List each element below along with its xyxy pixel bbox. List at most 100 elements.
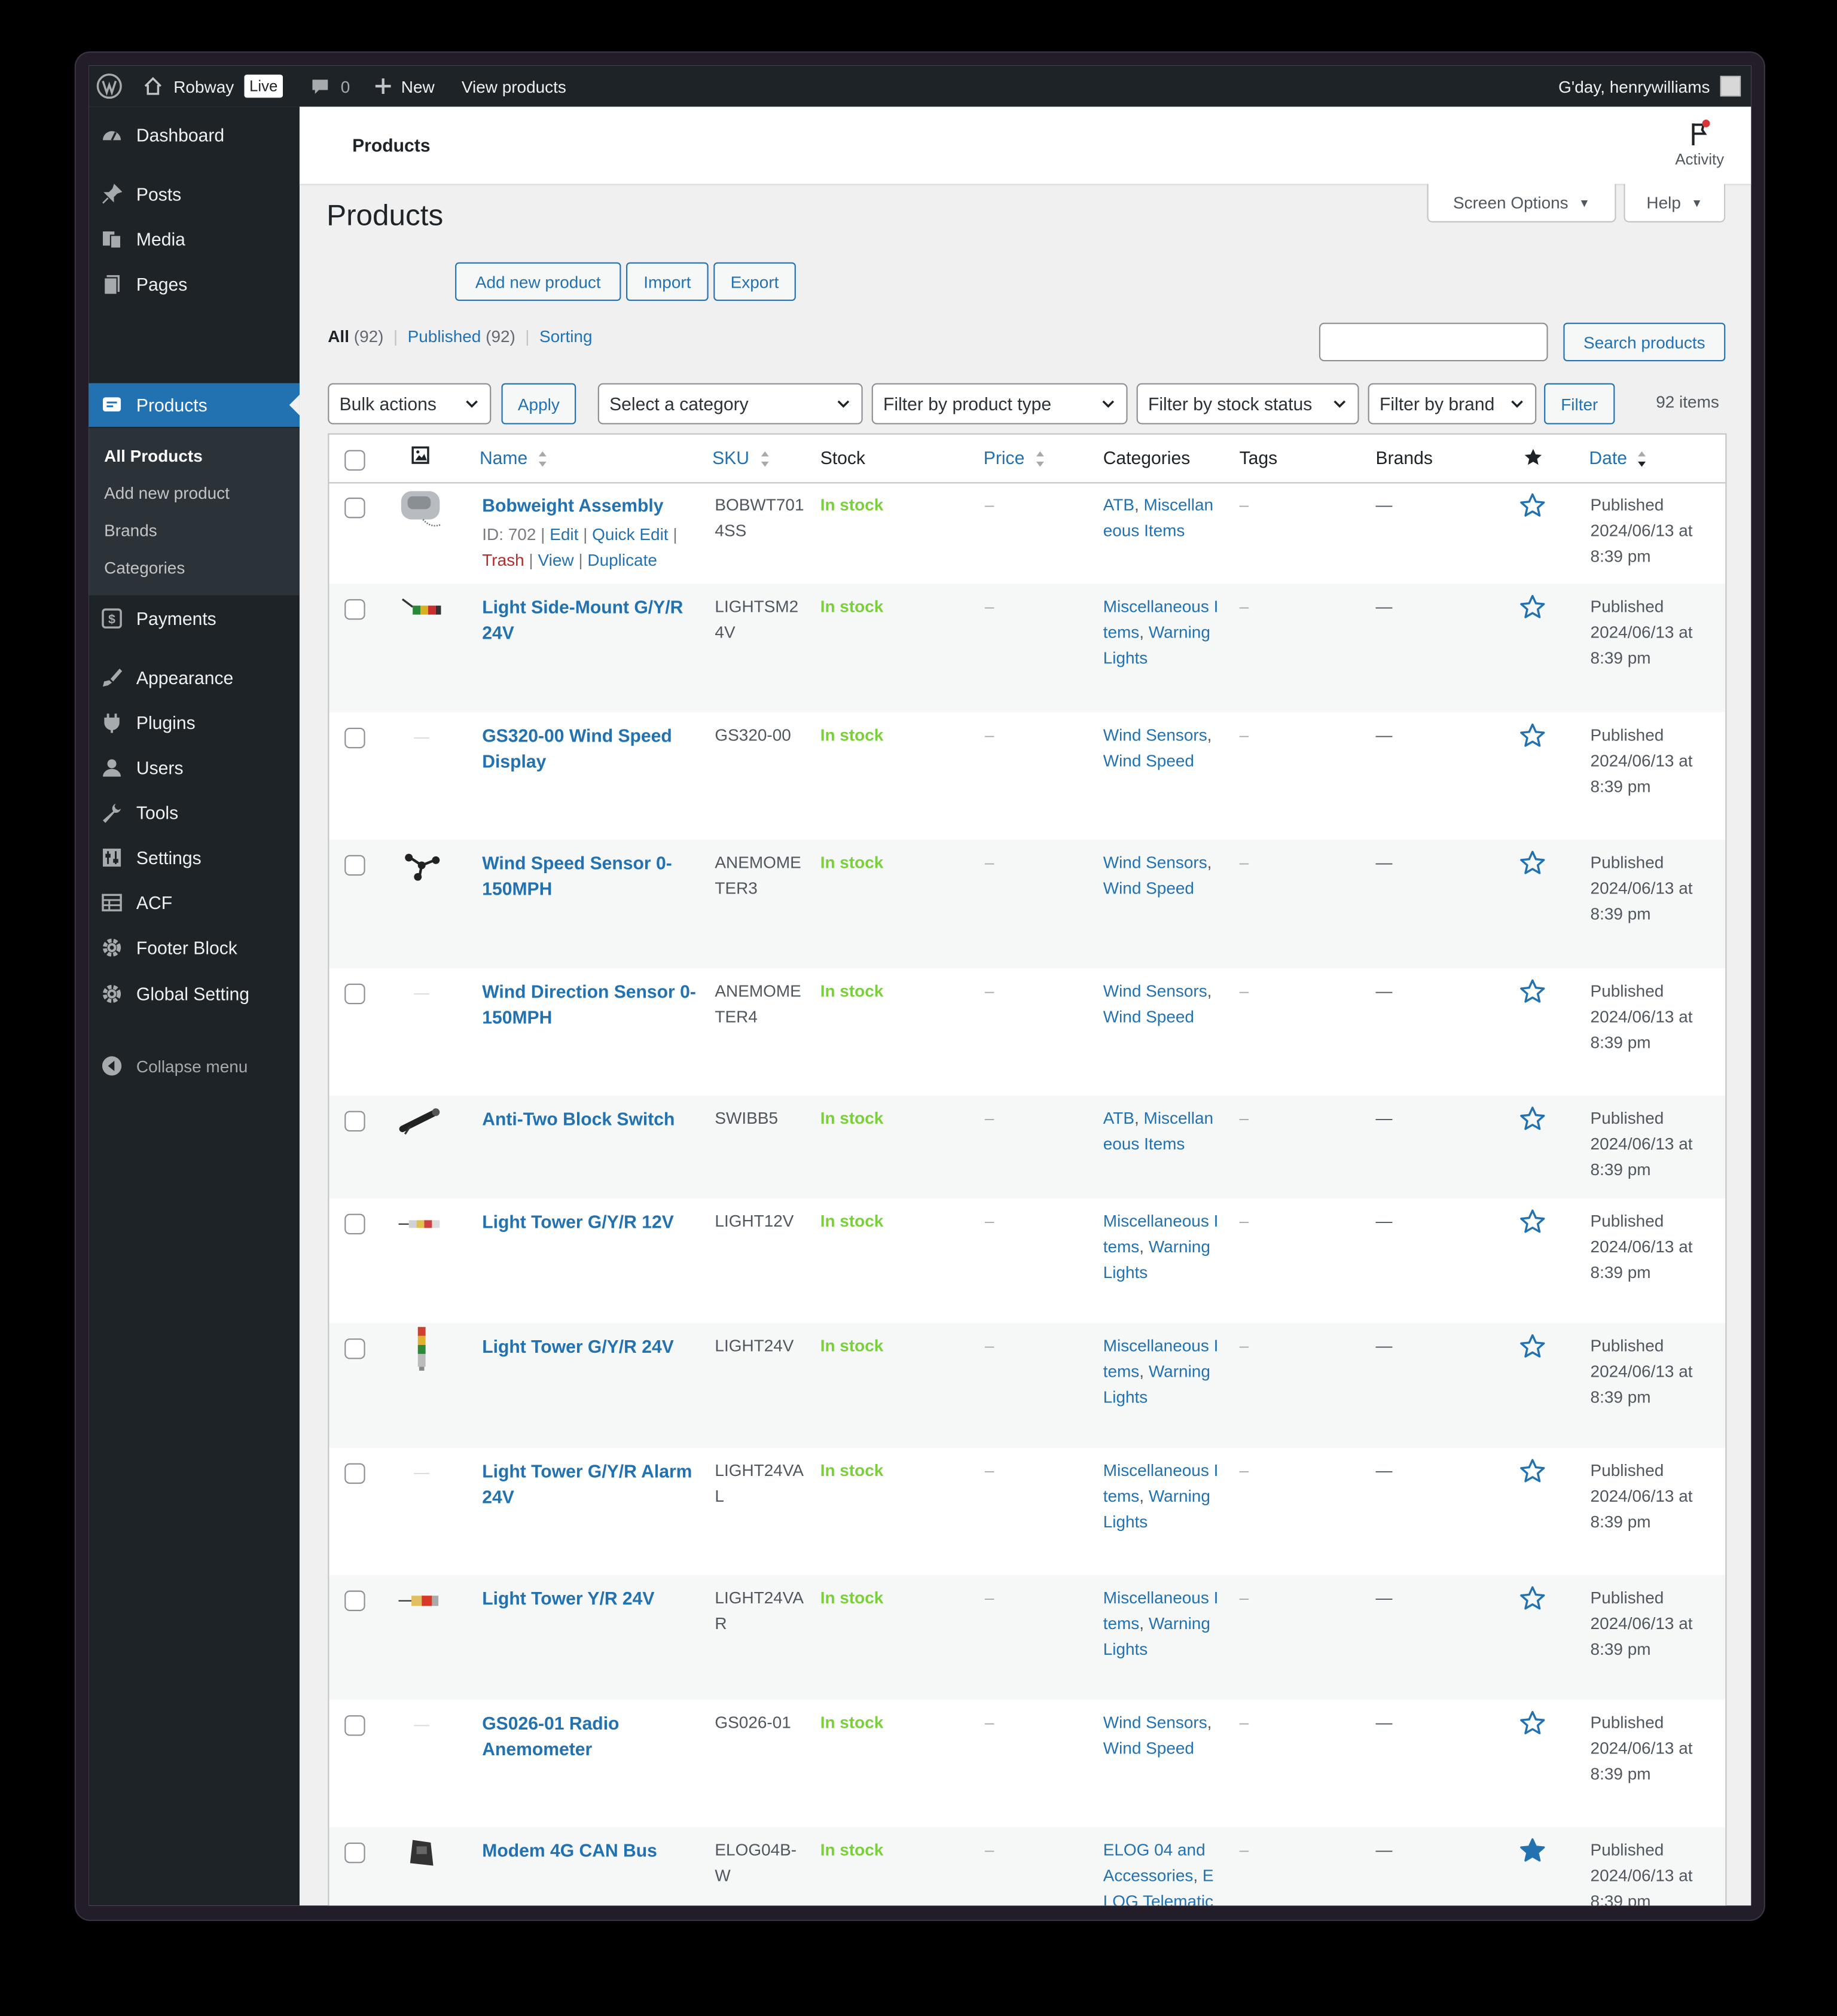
- category-link[interactable]: Warning Lights: [1103, 1486, 1210, 1532]
- product-name-link[interactable]: Light Tower Y/R 24V: [482, 1588, 655, 1609]
- category-link[interactable]: Wind Speed: [1103, 1738, 1194, 1758]
- sidebar-item-plugins[interactable]: Plugins: [89, 701, 300, 745]
- category-link[interactable]: Miscellaneous Items: [1103, 1335, 1219, 1381]
- row-checkbox[interactable]: [344, 1590, 365, 1611]
- column-sku[interactable]: SKU: [712, 447, 770, 468]
- category-link[interactable]: ATB: [1103, 495, 1135, 515]
- stock-status-filter-select[interactable]: Filter by stock status: [1136, 383, 1359, 425]
- row-checkbox[interactable]: [344, 1715, 365, 1736]
- user-account-menu[interactable]: G'day, henrywilliams: [1558, 66, 1741, 107]
- category-link[interactable]: Wind Sensors: [1103, 725, 1207, 745]
- trash-link[interactable]: Trash: [482, 550, 524, 570]
- category-link[interactable]: Miscellaneous Items: [1103, 1460, 1219, 1506]
- product-name-link[interactable]: Light Tower G/Y/R 24V: [482, 1335, 674, 1357]
- featured-star-icon[interactable]: [1519, 1710, 1545, 1736]
- select-all-checkbox[interactable]: [344, 450, 365, 471]
- submenu-all-products[interactable]: All Products: [104, 446, 203, 466]
- sidebar-item-pages[interactable]: Pages: [89, 263, 300, 306]
- wordpress-logo-icon[interactable]: [96, 66, 122, 107]
- collapse-menu-button[interactable]: Collapse menu: [89, 1044, 300, 1088]
- sidebar-item-footer-block[interactable]: Footer Block: [89, 926, 300, 969]
- view-all[interactable]: All: [328, 327, 349, 346]
- view-link[interactable]: View: [538, 550, 574, 570]
- product-thumbnail[interactable]: [396, 1096, 447, 1147]
- sidebar-item-users[interactable]: Users: [89, 746, 300, 789]
- product-name-link[interactable]: Modem 4G CAN Bus: [482, 1840, 657, 1861]
- featured-star-icon[interactable]: [1519, 1334, 1545, 1359]
- add-new-product-button[interactable]: Add new product: [455, 262, 621, 301]
- product-name-link[interactable]: Wind Speed Sensor 0-150MPH: [482, 852, 672, 899]
- activity-button[interactable]: Activity: [1669, 119, 1731, 169]
- category-link[interactable]: Wind Speed: [1103, 751, 1194, 770]
- product-thumbnail[interactable]: [396, 1575, 447, 1627]
- search-products-button[interactable]: Search products: [1563, 322, 1726, 362]
- filter-button[interactable]: Filter: [1544, 383, 1615, 425]
- category-link[interactable]: Wind Speed: [1103, 878, 1194, 898]
- sidebar-item-media[interactable]: Media: [89, 217, 300, 261]
- category-filter-select[interactable]: Select a category: [597, 383, 863, 425]
- featured-star-icon[interactable]: [1519, 1106, 1545, 1131]
- category-link[interactable]: Warning Lights: [1103, 622, 1210, 667]
- featured-star-icon[interactable]: [1519, 978, 1545, 1004]
- product-name-link[interactable]: Bobweight Assembly: [482, 495, 664, 516]
- category-link[interactable]: Warning Lights: [1103, 1361, 1210, 1407]
- product-type-filter-select[interactable]: Filter by product type: [871, 383, 1128, 425]
- category-link[interactable]: ATB: [1103, 1108, 1135, 1128]
- submenu-categories[interactable]: Categories: [104, 558, 185, 578]
- featured-star-icon[interactable]: [1519, 850, 1545, 876]
- product-thumbnail[interactable]: [396, 1323, 447, 1374]
- new-content-link[interactable]: New: [374, 66, 435, 107]
- category-link[interactable]: Wind Sensors: [1103, 852, 1207, 872]
- import-button[interactable]: Import: [626, 262, 709, 301]
- row-checkbox[interactable]: [344, 498, 365, 519]
- product-name-link[interactable]: Light Tower G/Y/R 12V: [482, 1211, 674, 1232]
- category-link[interactable]: Wind Sensors: [1103, 981, 1207, 1001]
- category-link[interactable]: Miscellaneous Items: [1103, 596, 1219, 642]
- product-name-link[interactable]: GS026-01 Radio Anemometer: [482, 1712, 620, 1759]
- sidebar-item-dashboard[interactable]: Dashboard: [89, 113, 300, 157]
- column-date[interactable]: Date: [1589, 447, 1647, 468]
- product-name-link[interactable]: Light Side-Mount G/Y/R 24V: [482, 596, 683, 643]
- featured-star-icon[interactable]: [1519, 722, 1545, 748]
- view-sorting[interactable]: Sorting: [539, 327, 593, 346]
- quick-edit-link[interactable]: Quick Edit: [592, 524, 669, 544]
- view-published[interactable]: Published: [407, 327, 481, 346]
- submenu-brands[interactable]: Brands: [104, 520, 157, 541]
- category-link[interactable]: Miscellaneous Items: [1103, 495, 1214, 541]
- featured-star-icon[interactable]: [1519, 1458, 1545, 1484]
- product-name-link[interactable]: Anti-Two Block Switch: [482, 1108, 675, 1129]
- search-input[interactable]: [1319, 322, 1548, 362]
- product-thumbnail[interactable]: [396, 482, 447, 533]
- featured-star-icon[interactable]: [1519, 1837, 1545, 1863]
- apply-button[interactable]: Apply: [501, 383, 576, 425]
- sidebar-item-appearance[interactable]: Appearance: [89, 656, 300, 700]
- featured-star-icon[interactable]: [1519, 1209, 1545, 1234]
- site-name-link[interactable]: Robway Live: [143, 66, 283, 107]
- sidebar-item-global-setting[interactable]: Global Setting: [89, 972, 300, 1015]
- duplicate-link[interactable]: Duplicate: [587, 550, 657, 570]
- product-name-link[interactable]: GS320-00 Wind Speed Display: [482, 725, 672, 771]
- sidebar-item-tools[interactable]: Tools: [89, 791, 300, 834]
- row-checkbox[interactable]: [344, 1338, 365, 1359]
- product-name-link[interactable]: Light Tower G/Y/R Alarm 24V: [482, 1460, 692, 1507]
- comments-link[interactable]: 0: [310, 66, 350, 107]
- screen-options-button[interactable]: Screen Options ▼: [1427, 184, 1616, 222]
- category-link[interactable]: Wind Speed: [1103, 1007, 1194, 1026]
- category-link[interactable]: Wind Sensors: [1103, 1712, 1207, 1733]
- view-products-link[interactable]: View products: [461, 76, 566, 96]
- category-link[interactable]: Miscellaneous Items: [1103, 1108, 1214, 1154]
- product-thumbnail[interactable]: [396, 1827, 447, 1878]
- help-button[interactable]: Help ▼: [1624, 184, 1726, 222]
- row-checkbox[interactable]: [344, 983, 365, 1005]
- featured-star-icon[interactable]: [1519, 1585, 1545, 1611]
- export-button[interactable]: Export: [713, 262, 796, 301]
- row-checkbox[interactable]: [344, 1842, 365, 1863]
- submenu-add-new-product[interactable]: Add new product: [104, 483, 230, 503]
- bulk-actions-select[interactable]: Bulk actions: [328, 383, 492, 425]
- sidebar-item-posts[interactable]: Posts: [89, 172, 300, 216]
- category-link[interactable]: Warning Lights: [1103, 1237, 1210, 1282]
- column-price[interactable]: Price: [984, 447, 1045, 468]
- row-checkbox[interactable]: [344, 727, 365, 749]
- category-link[interactable]: Warning Lights: [1103, 1614, 1210, 1659]
- sidebar-item-payments[interactable]: $ Payments: [89, 597, 300, 641]
